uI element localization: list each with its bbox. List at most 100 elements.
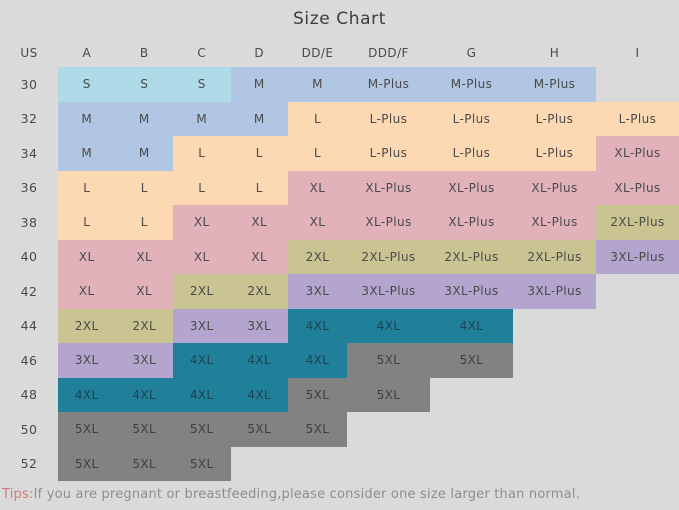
size-cell: 4XL	[430, 308, 513, 343]
size-cell: 4XL	[288, 308, 347, 343]
size-cell: 4XL	[115, 377, 173, 412]
empty-cell	[596, 67, 679, 102]
size-cell: L-Plus	[430, 136, 513, 171]
size-cell: 5XL	[230, 412, 288, 447]
table-row: 44 2XL 2XL 3XL 3XL 4XL 4XL 4XL	[0, 308, 679, 344]
table-header: US A B C D DD/E DDD/F G H I	[0, 38, 679, 67]
column-header: DDD/F	[368, 45, 409, 60]
column-header: H	[549, 45, 560, 60]
row-label-us-size: 36	[20, 180, 38, 196]
size-cell: 5XL	[58, 446, 116, 481]
row-label-us-size: 38	[20, 214, 38, 230]
size-cell: 5XL	[173, 446, 231, 481]
size-cell: 4XL	[173, 377, 231, 412]
size-cell: 5XL	[115, 412, 173, 447]
size-cell: 2XL	[230, 274, 288, 309]
size-cell: 4XL	[58, 377, 116, 412]
size-cell: L	[115, 205, 173, 240]
size-cell: 3XL-Plus	[430, 274, 513, 309]
size-cell: 2XL	[173, 274, 231, 309]
empty-cell	[596, 447, 679, 482]
size-cell: XL	[115, 239, 173, 274]
table-row: 50 5XL 5XL 5XL 5XL 5XL	[0, 412, 679, 447]
size-cell: XL-Plus	[347, 205, 430, 240]
size-cell: 2XL	[288, 239, 347, 274]
empty-cell	[430, 412, 513, 447]
empty-cell	[513, 447, 596, 482]
size-cell: 5XL	[347, 343, 430, 378]
empty-cell	[288, 447, 347, 482]
size-cell: XL	[288, 170, 347, 205]
size-cell: XL-Plus	[513, 205, 596, 240]
empty-cell	[347, 447, 430, 482]
size-cell: L	[58, 205, 116, 240]
size-cell: L	[115, 170, 173, 205]
size-cell: S	[173, 67, 231, 102]
size-cell: 3XL-Plus	[347, 274, 430, 309]
table-row: 38 L L XL XL XL XL-Plus XL-Plus XL-Plus 2XL-Plus	[0, 205, 679, 240]
table-row: 48 4XL 4XL 4XL 4XL 5XL 5XL	[0, 377, 679, 413]
size-cell: XL-Plus	[430, 205, 513, 240]
empty-cell	[596, 274, 679, 309]
column-header: A	[82, 45, 92, 60]
size-cell: XL-Plus	[596, 136, 679, 171]
row-label-us-size: 46	[20, 352, 38, 368]
size-cell: 2XL	[58, 308, 116, 343]
size-cell: XL	[230, 239, 288, 274]
row-label-us-size: 40	[20, 249, 38, 265]
size-cell: 2XL	[115, 308, 173, 343]
empty-cell	[347, 412, 430, 447]
size-cell: XL-Plus	[513, 170, 596, 205]
row-label-us-size: 50	[20, 421, 38, 437]
size-cell: M	[173, 101, 231, 136]
size-cell: L	[173, 136, 231, 171]
row-label-us-size: 48	[20, 387, 38, 403]
size-cell: L-Plus	[513, 136, 596, 171]
size-cell: M	[115, 101, 173, 136]
size-cell: 2XL-Plus	[596, 205, 679, 240]
size-cell: 3XL-Plus	[513, 274, 596, 309]
empty-cell	[513, 412, 596, 447]
size-cell: XL	[58, 274, 116, 309]
size-cell: M	[230, 67, 288, 102]
size-cell: 3XL	[230, 308, 288, 343]
size-cell: 3XL-Plus	[596, 239, 679, 274]
size-cell: L	[230, 136, 288, 171]
size-cell: 3XL	[173, 308, 231, 343]
size-cell: L-Plus	[513, 101, 596, 136]
table-row: 46 3XL 3XL 4XL 4XL 4XL 5XL 5XL	[0, 343, 679, 378]
size-cell: S	[58, 67, 116, 102]
size-cell: 5XL	[288, 412, 347, 447]
empty-cell	[513, 309, 596, 344]
size-cell: M	[58, 101, 116, 136]
size-cell: L	[288, 136, 347, 171]
table-row: 42 XL XL 2XL 2XL 3XL 3XL-Plus 3XL-Plus 3XL-Plus	[0, 274, 679, 309]
size-cell: 5XL	[173, 412, 231, 447]
table-row: 34 M M L L L L-Plus L-Plus L-Plus XL-Plus	[0, 136, 679, 171]
size-cell: XL-Plus	[596, 170, 679, 205]
size-cell: L-Plus	[430, 101, 513, 136]
size-table: 30 S S S M M M-Plus M-Plus M-Plus 32 M M M M L L-Plus L-…	[0, 67, 679, 481]
size-cell: 5XL	[430, 343, 513, 378]
row-label-us-size: 44	[20, 318, 38, 334]
size-cell: M-Plus	[347, 67, 430, 102]
empty-cell	[596, 378, 679, 413]
size-cell: L	[173, 170, 231, 205]
size-cell: M-Plus	[513, 67, 596, 102]
column-header: DD/E	[301, 45, 334, 60]
size-cell: 5XL	[288, 377, 347, 412]
table-row: 32 M M M M L L-Plus L-Plus L-Plus L-Plus	[0, 101, 679, 136]
size-cell: M-Plus	[430, 67, 513, 102]
size-cell: 4XL	[230, 343, 288, 378]
size-cell: M	[288, 67, 347, 102]
column-header: I	[635, 45, 640, 60]
size-cell: XL-Plus	[430, 170, 513, 205]
page-title: Size Chart	[292, 9, 387, 29]
size-cell: L	[58, 170, 116, 205]
empty-cell	[596, 343, 679, 378]
tips-note: Tips:If you are pregnant or breastfeedin…	[2, 487, 580, 502]
empty-cell	[513, 378, 596, 413]
size-cell: 3XL	[58, 343, 116, 378]
size-cell: XL	[115, 274, 173, 309]
